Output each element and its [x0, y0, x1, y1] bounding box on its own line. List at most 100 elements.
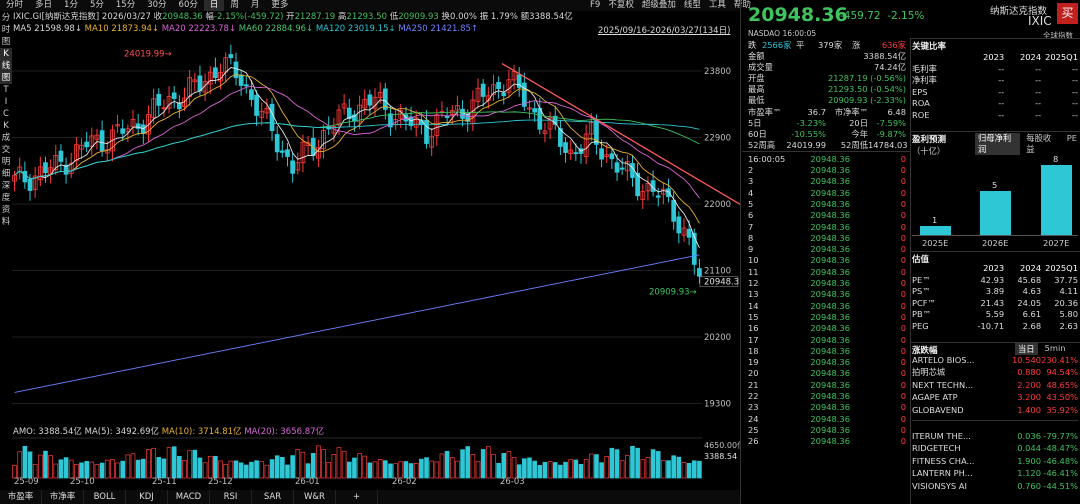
volume-bar-113 — [594, 454, 599, 479]
candle-body-23 — [130, 119, 136, 128]
tick-volume: 0 — [900, 300, 906, 311]
tab-0[interactable]: 分时 — [6, 0, 24, 10]
candle-body-4 — [32, 175, 38, 190]
tick-time: 3 — [748, 176, 754, 187]
side-menu-char-15[interactable]: 度 — [1, 193, 11, 203]
indicator-tab-1[interactable]: 市净率 — [42, 490, 84, 504]
volume-bar-126 — [661, 460, 666, 479]
indicator-tab-7[interactable]: W&R — [294, 490, 336, 504]
forecast-bar-value: 8 — [1053, 154, 1059, 164]
tab-10[interactable]: 更多 — [271, 0, 289, 10]
mover-pct: 230.41% — [1041, 355, 1078, 365]
amo-ma20: MA(20): 3656.87亿 — [244, 427, 325, 437]
candle-body-115 — [604, 154, 610, 157]
volume-bar-129 — [676, 456, 682, 479]
tab-2[interactable]: 1分 — [64, 0, 78, 10]
side-menu-char-5[interactable]: 图 — [0, 72, 12, 84]
kline-chart[interactable]: 23800 22900 22000 21100 20200 19300 24019.99→ 2… — [12, 34, 740, 490]
toolbar-right: F9 不复权 超级叠加 线型 工具 帮助 — [590, 0, 751, 11]
movers-tab-0[interactable]: 当日 — [1015, 343, 1038, 355]
tab-7[interactable]: 日 — [203, 0, 225, 11]
indicator-tab-4[interactable]: MACD — [168, 490, 210, 504]
tab-6[interactable]: 60分 — [178, 0, 198, 10]
toolbar-item-2[interactable]: 超级叠加 — [641, 0, 676, 10]
mover-row[interactable]: FITNESS CHA... 1.900 -46.48% — [912, 455, 1078, 467]
cell-value: -- — [1035, 75, 1042, 86]
side-menu-char-0[interactable]: 分 — [1, 13, 11, 23]
tick-time: 24 — [748, 413, 759, 424]
mover-pct: 94.54% — [1046, 367, 1078, 378]
side-menu-char-13[interactable]: 细 — [1, 169, 11, 179]
movers-tab-1[interactable]: 5min — [1044, 343, 1066, 353]
candle-body-10 — [63, 164, 69, 175]
date-range[interactable]: 2025/09/16-2026/03/27(134日) — [598, 26, 731, 36]
tick-price: 20948.36 — [810, 323, 850, 334]
toolbar-item-3[interactable]: 线型 — [683, 0, 701, 10]
year-header: 2025Q1 — [1045, 263, 1078, 273]
volume-legend: AMO: 3388.54亿 MA(5): 3492.69亿 MA(10): 37… — [13, 427, 324, 437]
mover-row[interactable]: AGAPE ATP 3.200 43.50% — [912, 391, 1078, 403]
candle-body-50 — [269, 103, 275, 132]
mover-row[interactable]: VISIONSYS AI 0.760 -44.51% — [912, 480, 1078, 492]
mover-row[interactable]: ARTELO BIOS... 10.540 230.41% — [912, 354, 1078, 366]
cell-value: -10.71 — [977, 320, 1005, 331]
mover-row[interactable]: NEXT TECHN... 2.200 48.65% — [912, 379, 1078, 391]
tab-9[interactable]: 月 — [250, 0, 260, 10]
side-menu-char-11[interactable]: 交 — [1, 145, 11, 155]
forecast-tab-2[interactable]: PE — [1066, 133, 1077, 143]
mover-row[interactable]: ITERUM THE... 0.036 -79.77% — [912, 430, 1078, 442]
side-menu-char-7[interactable]: I — [4, 97, 8, 107]
tick-row: 5 20948.36 0 — [748, 199, 908, 209]
side-menu-char-1[interactable]: 时 — [1, 25, 11, 35]
indicator-tab-2[interactable]: BOLL — [84, 490, 126, 504]
mover-row[interactable]: GLOBAVEND 1.400 35.92% — [912, 404, 1078, 416]
side-menu-char-12[interactable]: 明 — [1, 157, 11, 167]
side-menu-char-4[interactable]: 线 — [0, 60, 12, 72]
tick-price: 20948.36 — [810, 221, 850, 232]
side-menu-char-16[interactable]: 资 — [1, 205, 11, 215]
mover-row[interactable]: RIDGETECH 0.044 -48.47% — [912, 442, 1078, 454]
buy-button[interactable]: 买 — [1057, 3, 1078, 24]
indicator-tab-8[interactable]: + — [336, 490, 378, 504]
tab-4[interactable]: 15分 — [115, 0, 136, 10]
tick-row: 6 20948.36 0 — [748, 210, 908, 220]
forecast-tab-1[interactable]: 每股收益 — [1026, 133, 1052, 154]
side-menu-char-9[interactable]: K — [3, 121, 9, 131]
toolbar-item-1[interactable]: 不复权 — [608, 0, 634, 10]
tab-1[interactable]: 多日 — [35, 0, 53, 10]
valuation-row: PEG -10.71 2.68 2.63 — [912, 321, 1078, 333]
side-menu-char-10[interactable]: 成 — [1, 133, 11, 143]
ma120-line — [14, 119, 700, 180]
side-menu-char-14[interactable]: 深 — [1, 181, 11, 191]
mover-row[interactable]: 拍明芯城 0.880 94.54% — [912, 366, 1078, 378]
toolbar-item-5[interactable]: 帮助 — [733, 0, 751, 10]
tab-3[interactable]: 5分 — [89, 0, 104, 10]
forecast-bar — [920, 226, 951, 235]
tick-volume: 0 — [900, 210, 906, 221]
forecast-tab-0[interactable]: 归母净利润 — [975, 133, 1021, 155]
candle-body-78 — [413, 117, 419, 128]
side-menu-char-2[interactable]: 图 — [1, 37, 11, 47]
volume-bar-20 — [115, 462, 120, 479]
toolbar-item-0[interactable]: F9 — [590, 0, 601, 10]
ratios-row: ROE -- -- -- — [912, 110, 1078, 122]
side-menu-char-8[interactable]: C — [3, 109, 9, 119]
valuation-row: PS™ 3.89 4.63 4.11 — [912, 286, 1078, 298]
volume-bar-49 — [264, 464, 270, 479]
indicator-tab-6[interactable]: SAR — [252, 490, 294, 504]
side-menu-char-6[interactable]: T — [3, 85, 9, 95]
tab-8[interactable]: 周 — [230, 0, 239, 10]
toolbar-item-4[interactable]: 工具 — [708, 0, 726, 10]
indicator-tab-5[interactable]: RSI — [210, 490, 252, 504]
side-menu-char-3[interactable]: K — [0, 48, 12, 60]
indicator-tab-3[interactable]: KDJ — [126, 490, 168, 504]
volume-bar-51 — [274, 455, 280, 479]
indicator-tab-0[interactable]: 市盈率 — [0, 490, 42, 504]
volume-bar-75 — [398, 461, 404, 479]
global-index-button[interactable]: 全球指数 — [1043, 31, 1073, 40]
side-menu-char-17[interactable]: 料 — [1, 217, 11, 227]
tick-time: 16:00:05 — [748, 154, 786, 164]
mover-row[interactable]: LANTERN PH... 1.120 -46.41% — [912, 467, 1078, 479]
close-label: 收 — [153, 12, 163, 22]
tab-5[interactable]: 30分 — [147, 0, 167, 10]
